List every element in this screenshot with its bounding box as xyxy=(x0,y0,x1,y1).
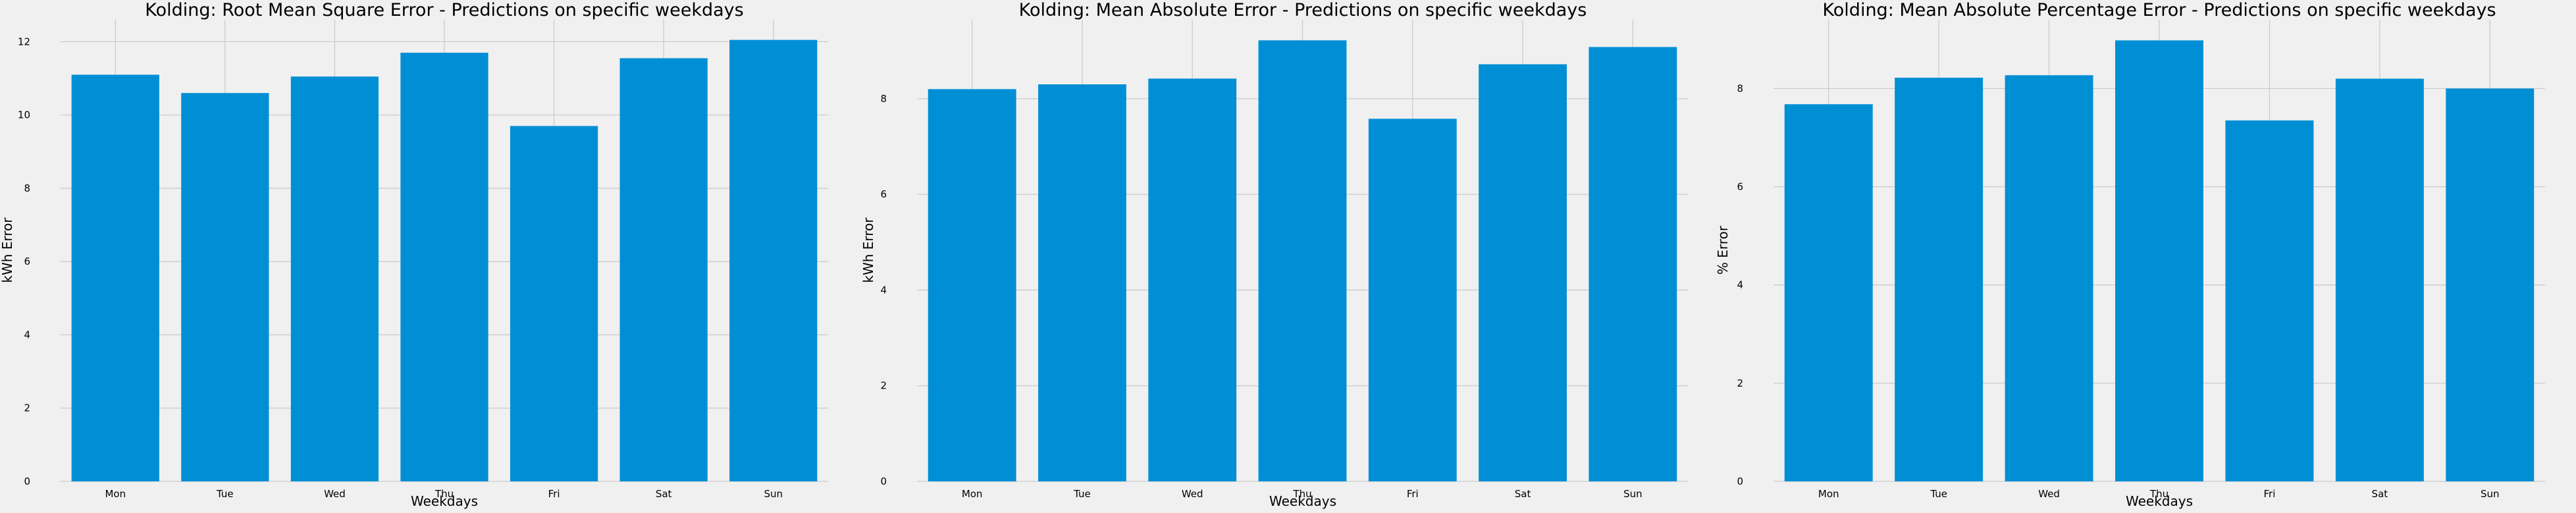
y-tick-label: 4 xyxy=(1737,279,1743,291)
x-axis-label: Weekdays xyxy=(2126,493,2193,509)
bar-thu xyxy=(2115,40,2203,481)
x-tick-label: Thu xyxy=(1292,488,1311,500)
x-tick-label: Thu xyxy=(434,488,454,500)
chart-title: Kolding: Root Mean Square Error - Predic… xyxy=(145,0,743,20)
x-tick-label: Wed xyxy=(1182,488,1203,500)
x-tick-label: Fri xyxy=(1407,488,1419,500)
bar-sun xyxy=(729,40,818,482)
y-tick-label: 4 xyxy=(24,329,30,340)
bar-wed xyxy=(1148,78,1237,481)
x-tick-label: Mon xyxy=(962,488,983,500)
chart-title: Kolding: Mean Absolute Error - Predictio… xyxy=(1019,0,1587,20)
y-axis-label: kWh Error xyxy=(860,217,876,283)
y-tick-label: 8 xyxy=(880,93,887,105)
y-tick-label: 6 xyxy=(880,188,887,200)
x-tick-label: Wed xyxy=(324,488,346,500)
x-tick-label: Wed xyxy=(2038,488,2060,500)
chart-panel-mape: Kolding: Mean Absolute Percentage Error … xyxy=(1715,0,2545,509)
y-tick-label: 6 xyxy=(1737,181,1743,193)
x-tick-label: Fri xyxy=(2263,488,2275,500)
x-tick-label: Tue xyxy=(216,488,234,500)
bar-sun xyxy=(2446,88,2535,482)
x-tick-label: Sun xyxy=(1623,488,1643,500)
x-tick-label: Mon xyxy=(105,488,126,500)
bar-mon xyxy=(928,89,1016,481)
bar-sat xyxy=(1479,64,1567,482)
y-tick-label: 0 xyxy=(1737,475,1743,487)
x-axis-label: Weekdays xyxy=(411,493,478,509)
chart-panel-rmse: Kolding: Root Mean Square Error - Predic… xyxy=(0,0,828,509)
y-tick-label: 8 xyxy=(24,182,30,194)
x-tick-label: Sun xyxy=(764,488,783,500)
bar-tue xyxy=(1895,77,1984,482)
x-tick-label: Thu xyxy=(2149,488,2169,500)
bar-fri xyxy=(2225,120,2314,481)
x-tick-label: Sat xyxy=(656,488,672,500)
bar-tue xyxy=(181,93,269,481)
y-axis-label: % Error xyxy=(1715,225,1731,275)
bar-thu xyxy=(400,53,488,482)
bar-wed xyxy=(2005,75,2093,481)
bar-sat xyxy=(2335,78,2424,481)
bar-mon xyxy=(1784,104,1873,482)
chart-panel-mae: Kolding: Mean Absolute Error - Predictio… xyxy=(860,0,1688,509)
x-tick-label: Mon xyxy=(1818,488,1839,500)
x-tick-label: Sat xyxy=(2372,488,2388,500)
bar-fri xyxy=(1368,119,1457,482)
y-tick-label: 12 xyxy=(18,36,30,47)
y-tick-label: 4 xyxy=(880,284,887,296)
bar-sun xyxy=(1589,47,1677,481)
y-tick-label: 2 xyxy=(24,402,30,414)
x-tick-label: Tue xyxy=(1930,488,1947,500)
plot-area: 0 2 4 6 8 10 12 Mon Tue Wed Thu Fri Sat Sun xyxy=(18,20,828,500)
y-axis-label: kWh Error xyxy=(0,217,15,283)
bar-fri xyxy=(510,126,598,482)
chart-title: Kolding: Mean Absolute Percentage Error … xyxy=(1822,0,2496,20)
bar-tue xyxy=(1038,84,1126,481)
bar-mon xyxy=(71,74,159,481)
bar-thu xyxy=(1258,40,1347,482)
y-tick-label: 6 xyxy=(24,256,30,267)
x-tick-label: Sun xyxy=(2481,488,2500,500)
bar-sat xyxy=(619,58,708,481)
x-tick-label: Sat xyxy=(1515,488,1531,500)
y-tick-label: 8 xyxy=(1737,82,1743,94)
y-tick-label: 2 xyxy=(880,380,887,392)
y-tick-label: 10 xyxy=(18,109,30,121)
bar-wed xyxy=(290,76,379,481)
y-tick-label: 0 xyxy=(880,475,887,487)
x-tick-label: Fri xyxy=(548,488,560,500)
plot-area: 0 2 4 6 8 Mon Tue Wed Thu Fri Sat Sun xyxy=(880,20,1688,500)
plot-area: 0 2 4 6 8 Mon Tue Wed Thu Fri Sat Sun xyxy=(1737,20,2545,500)
x-tick-label: Tue xyxy=(1073,488,1091,500)
x-axis-label: Weekdays xyxy=(1269,493,1336,509)
y-tick-label: 0 xyxy=(24,475,30,487)
y-tick-label: 2 xyxy=(1737,377,1743,389)
